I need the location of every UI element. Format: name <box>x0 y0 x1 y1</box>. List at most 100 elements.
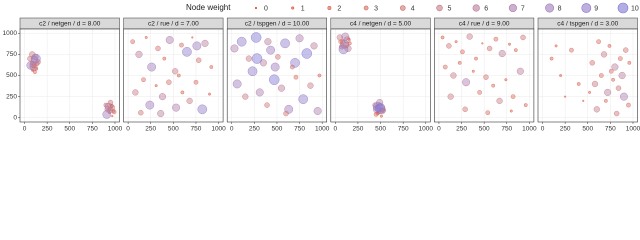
node <box>30 53 41 64</box>
page: {"legend": {"title": "Node weight", "val… <box>2 2 640 133</box>
chart: Node weight 0 1 2 3 4 5 6 7 8 9 10 c2 / netgen / d … <box>3 2 640 133</box>
node <box>130 39 135 44</box>
node <box>268 74 280 85</box>
node <box>26 60 36 70</box>
x-tick-label: 500 <box>479 126 490 133</box>
node <box>313 107 322 115</box>
node <box>510 94 516 99</box>
node <box>508 42 511 46</box>
x-tick-label: 500 <box>375 126 386 133</box>
node <box>454 40 458 44</box>
node <box>596 39 601 44</box>
x-tick-label: 0 <box>334 126 338 133</box>
node <box>626 102 631 108</box>
legend-key <box>436 4 443 12</box>
node <box>611 63 619 71</box>
node <box>295 34 304 43</box>
strip-title: c4 / tspgen / d = 3.00 <box>557 20 618 27</box>
node <box>619 92 628 101</box>
node <box>255 88 264 97</box>
node <box>208 92 212 96</box>
legend-key <box>617 2 629 14</box>
node <box>446 43 452 49</box>
node <box>298 94 309 105</box>
node <box>264 38 272 46</box>
node <box>165 36 174 44</box>
node <box>379 114 383 118</box>
node <box>317 73 322 78</box>
x-tick-label: 750 <box>605 126 616 133</box>
node <box>347 37 351 41</box>
legend-label: 0 <box>264 5 268 12</box>
x-tick-label: 1000 <box>419 126 434 133</box>
x-tick-label: 1000 <box>522 126 537 133</box>
y-tick-label: 250 <box>6 93 17 100</box>
legend-title: Node weight <box>186 3 231 12</box>
node <box>310 42 318 50</box>
node <box>242 93 249 100</box>
node <box>158 93 167 101</box>
node <box>138 109 144 116</box>
node <box>209 65 214 69</box>
node <box>498 49 506 58</box>
x-tick-label: 750 <box>191 126 202 133</box>
node <box>283 110 289 117</box>
node <box>172 68 179 75</box>
node <box>338 44 345 50</box>
x-tick-label: 1000 <box>108 126 123 133</box>
node <box>290 64 295 70</box>
node <box>301 48 313 59</box>
strip-title: c2 / netgen / d = 8.00 <box>39 20 101 27</box>
node <box>486 45 493 52</box>
node <box>608 68 614 74</box>
node <box>564 95 567 98</box>
x-tick-label: 0 <box>126 126 130 133</box>
x-tick-label: 250 <box>249 126 260 133</box>
node <box>569 47 574 53</box>
x-tick-label: 750 <box>398 126 409 133</box>
legend-label: 7 <box>521 5 525 12</box>
x-tick-label: 1000 <box>626 126 640 133</box>
node <box>251 53 263 64</box>
legend-label: 3 <box>374 5 378 12</box>
node <box>186 97 193 105</box>
node <box>162 56 167 61</box>
legend-label: 10 <box>631 5 639 12</box>
node <box>576 82 581 86</box>
x-tick-label: 500 <box>64 126 75 133</box>
strip-title: c2 / rue / d = 7.00 <box>148 20 199 27</box>
node <box>589 60 596 66</box>
x-tick-label: 250 <box>145 126 156 133</box>
node <box>106 107 114 114</box>
node <box>373 101 383 112</box>
node <box>341 32 350 41</box>
node <box>600 51 608 58</box>
node <box>485 110 491 116</box>
y-tick-label: 1000 <box>3 30 18 37</box>
panel-border <box>123 28 224 123</box>
legend-key <box>363 5 369 11</box>
node <box>457 60 462 65</box>
node <box>554 44 558 48</box>
node <box>182 46 192 57</box>
x-tick-label: 0 <box>23 126 27 133</box>
y-tick-label: 500 <box>6 72 17 79</box>
node <box>172 103 181 112</box>
node <box>509 109 513 113</box>
legend-key <box>581 3 592 13</box>
node <box>520 34 526 41</box>
node <box>201 39 209 47</box>
node <box>336 34 343 41</box>
node <box>275 54 281 60</box>
x-tick-label: 500 <box>582 126 593 133</box>
node <box>496 97 503 105</box>
node <box>440 35 445 40</box>
legend-label: 6 <box>484 5 488 12</box>
x-tick-label: 250 <box>42 126 53 133</box>
node <box>623 47 629 53</box>
legend-label: 1 <box>301 5 305 12</box>
node <box>193 79 199 85</box>
node <box>135 50 143 58</box>
node <box>192 41 202 51</box>
node <box>599 73 604 78</box>
